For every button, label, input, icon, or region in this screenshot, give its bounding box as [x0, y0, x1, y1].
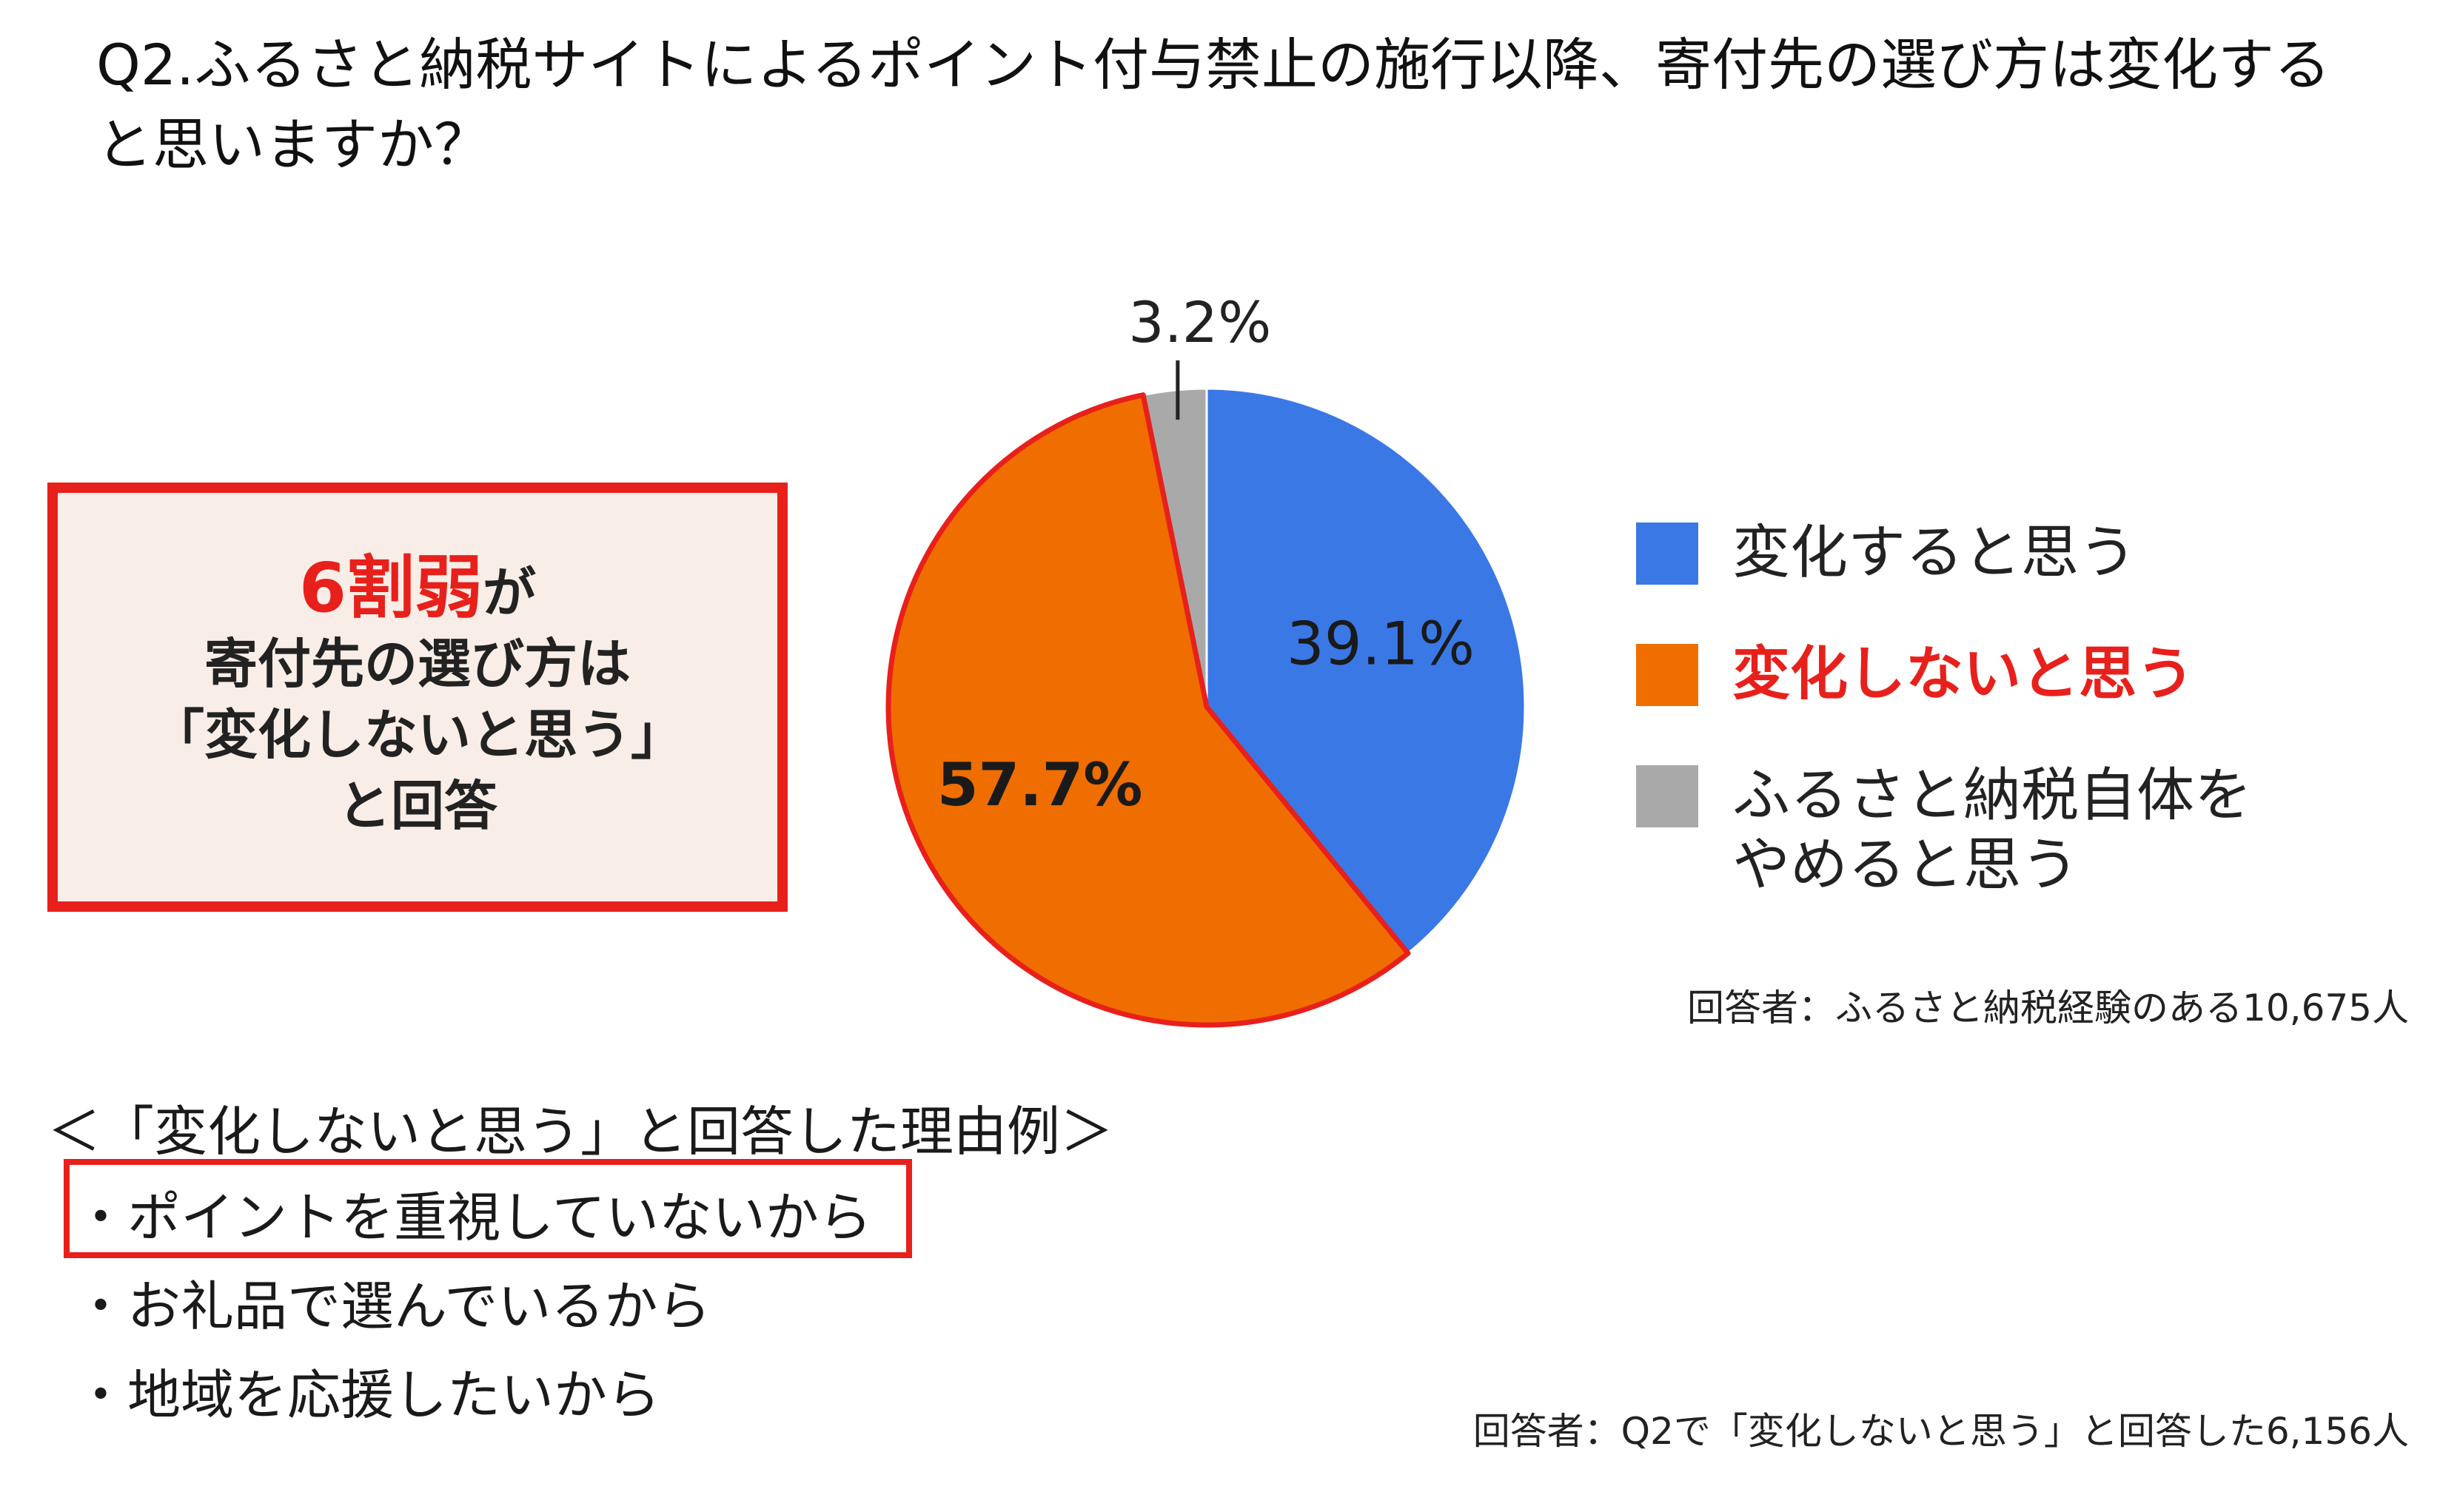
callout-box: 6割弱が 寄付先の選び方は 「変化しないと思う」 と回答 [47, 483, 788, 912]
legend-label-quit-line1: ふるさと納税自体を [1732, 762, 2253, 829]
reason-highlight-box [64, 1159, 912, 1258]
legend-swatch-orange [1636, 644, 1698, 706]
reason-item: ・ポイントを重視していないから [74, 1186, 872, 1249]
pie-value-label-2: 3.2% [1128, 289, 1271, 355]
pie-chart: 39.1% 57.7% 3.2% [885, 289, 1527, 1028]
reason-item: ・お礼品で選んでいるから [74, 1275, 711, 1337]
legend-item-quit: ふるさと納税自体を やめると思う [1636, 761, 2413, 900]
legend-label-quit-line2: やめると思う [1732, 832, 2080, 898]
legend-item-change: 変化すると思う [1636, 518, 2413, 588]
legend-label-no-change: 変化しないと思う [1732, 641, 2195, 708]
legend-label-change: 変化すると思う [1732, 520, 2137, 586]
reasons-title: ＜「変化しないと思う」と回答した理由例＞ [47, 1101, 1114, 1163]
legend-swatch-blue [1636, 523, 1698, 585]
pie-slice-0 [1205, 387, 1527, 955]
reason-item: ・地域を応援したいから [74, 1364, 661, 1426]
respondents-note: 回答者：ふるさと納税経験のある10,675人 [1687, 987, 2409, 1029]
legend-swatch-gray [1636, 765, 1698, 827]
callout-line3: 「変化しないと思う」 [150, 704, 684, 766]
callout-line2: 寄付先の選び方は [204, 633, 631, 695]
pie-value-label-0: 39.1% [1287, 609, 1475, 678]
chart-legend: 変化すると思う 変化しないと思う ふるさと納税自体を やめると思う [1636, 518, 2413, 952]
callout-line4: と回答 [337, 775, 497, 837]
legend-label-quit: ふるさと納税自体を やめると思う [1732, 761, 2252, 900]
callout-line1: 6割弱が [299, 553, 536, 628]
pie-slice-highlight-border [885, 392, 1411, 1028]
callout-highlight-suffix: が [483, 562, 537, 624]
pie-value-label-1: 57.7% [937, 750, 1143, 819]
legend-item-no-change: 変化しないと思う [1636, 639, 2413, 709]
callout-highlight: 6割弱 [298, 548, 483, 628]
question-title: Q2.ふるさと納税サイトによるポイント付与禁止の施行以降、寄付先の選び方は変化す… [96, 32, 2331, 178]
reasons-respondents-note: 回答者：Q2で「変化しないと思う」と回答した6,156人 [1472, 1410, 2409, 1453]
